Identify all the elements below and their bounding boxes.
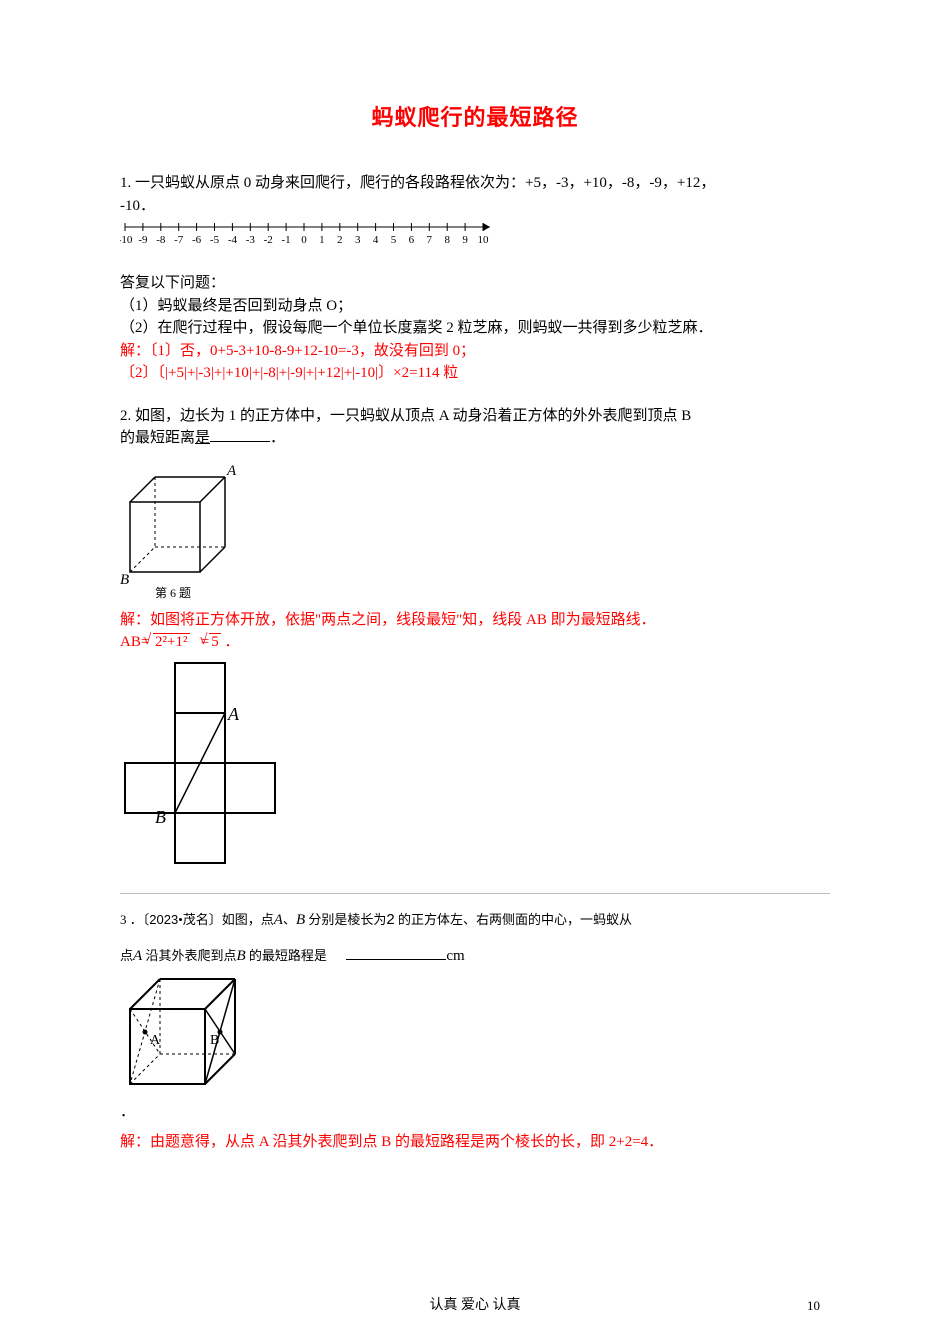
q2-sol-post: ． — [221, 634, 240, 650]
q2-cube-label-A: A — [226, 463, 237, 479]
q3-l1f: B — [296, 912, 305, 928]
q2-cube-svg: A B 第 6 题 — [120, 452, 250, 602]
q3-l2b: A — [133, 948, 142, 964]
svg-text:2: 2 — [337, 234, 343, 246]
svg-text:8: 8 — [444, 234, 450, 246]
q1-ans1: 解：〔1〕否，0+5-3+10-8-9+12-10=-3，故没有回到 0； — [120, 340, 830, 363]
q2-sol-line2: AB= 2²+1²√ =5√ ． — [120, 631, 830, 654]
svg-text:-9: -9 — [138, 234, 148, 246]
q2-unfold-label-A: A — [227, 704, 240, 724]
q1-number-line: -10-9-8-7-6-5-4-3-2-1012345678910 — [120, 219, 830, 252]
svg-text:1: 1 — [319, 234, 325, 246]
q3-line1: 3 ．〔2023•茂名〕如图，点A、B 分别是棱长为2 的正方体左、右两侧面的中… — [120, 909, 830, 932]
q1-ans2: 〔2〕〔|+5|+|-3|+|+10|+|-8|+|-9|+|+12|+|-10… — [120, 362, 830, 385]
q1-prompt: 答复以下问题： — [120, 272, 830, 295]
q3-cube-svg: A B — [120, 974, 260, 1094]
q3-unit: cm — [446, 948, 464, 964]
q1-stem-line2: -10． — [120, 195, 830, 218]
q2-cube-figure: A B 第 6 题 — [120, 452, 830, 607]
number-line-svg: -10-9-8-7-6-5-4-3-2-1012345678910 — [120, 219, 500, 247]
q3-l1c: •茂名〕如图，点 — [178, 912, 274, 927]
q2-unfold-svg: A B — [120, 658, 280, 868]
q3-l2a: 点 — [120, 948, 133, 963]
svg-text:-1: -1 — [282, 234, 291, 246]
q2-stem2-under: 是 — [195, 430, 210, 446]
q3-cube-label-A: A — [150, 1033, 161, 1048]
svg-text:5: 5 — [391, 234, 397, 246]
q2-cube-caption: 第 6 题 — [155, 586, 191, 600]
q1-stem-line1: 1. 一只蚂蚁从原点 0 动身来回爬行，爬行的各段路程依次为：+5，-3，+10… — [120, 172, 830, 195]
q2-sqrt-inner: 2²+1² — [153, 633, 189, 650]
q3-l1b: 2023 — [149, 912, 178, 927]
q2-cube-label-B: B — [120, 572, 129, 588]
q1-sub1: （1）蚂蚁最终是否回到动身点 O； — [120, 295, 830, 318]
q2-blank — [210, 441, 270, 442]
q3-blank — [346, 959, 446, 960]
q3-cube-label-B: B — [210, 1033, 219, 1048]
q3-l1a: 3 ．〔 — [120, 912, 149, 927]
svg-text:-10: -10 — [120, 234, 133, 246]
q3-l2e: 的最短路程是 — [246, 948, 327, 963]
q3-l1e: 、 — [283, 912, 296, 927]
svg-text:6: 6 — [409, 234, 415, 246]
svg-text:4: 4 — [373, 234, 379, 246]
svg-text:-5: -5 — [210, 234, 220, 246]
page-title: 蚂蚁爬行的最短路径 — [120, 100, 830, 132]
svg-text:3: 3 — [355, 234, 361, 246]
q3-l1g: 分别是棱长为 — [305, 912, 386, 927]
svg-text:-7: -7 — [174, 234, 184, 246]
svg-text:-3: -3 — [246, 234, 256, 246]
q2-unfold-figure: A B — [120, 658, 830, 873]
svg-text:-6: -6 — [192, 234, 202, 246]
svg-text:9: 9 — [462, 234, 468, 246]
q3-dot: ． — [120, 1101, 830, 1124]
svg-text:10: 10 — [478, 234, 490, 246]
q2-unfold-label-B: B — [155, 807, 166, 827]
q3-l1h: 2 — [386, 911, 394, 928]
svg-text:0: 0 — [301, 234, 307, 246]
q3-l1i: 的正方体左、右两侧面的中心，一蚂蚁从 — [395, 912, 632, 927]
q2-stem-line1: 2. 如图，边长为 1 的正方体中，一只蚂蚁从顶点 A 动身沿着正方体的外外表爬… — [120, 405, 830, 428]
svg-text:-2: -2 — [264, 234, 273, 246]
svg-text:-8: -8 — [156, 234, 166, 246]
q1-sub2: （2）在爬行过程中，假设每爬一个单位长度嘉奖 2 粒芝麻，则蚂蚁一共得到多少粒芝… — [120, 317, 830, 340]
q3-l1d: A — [274, 912, 283, 928]
q2-stem2-prefix: 的最短距离 — [120, 430, 195, 446]
svg-text:-4: -4 — [228, 234, 238, 246]
svg-text:7: 7 — [427, 234, 433, 246]
q3-ans: 解：由题意得，从点 A 沿其外表爬到点 B 的最短路程是两个棱长的长，即 2+2… — [120, 1131, 830, 1154]
q2-stem2-suffix: ． — [270, 430, 285, 446]
separator — [120, 893, 830, 894]
footer-page-number: 10 — [807, 1298, 820, 1314]
q2-stem-line2: 的最短距离是 ． — [120, 427, 830, 450]
q3-l2d: B — [236, 948, 245, 964]
q3-l2c: 沿其外表爬到点 — [142, 948, 236, 963]
q3-cube-figure: A B — [120, 974, 830, 1099]
q2-sol-line1: 解：如图将正方体开放，依据"两点之间，线段最短"知，线段 AB 即为最短路线． — [120, 609, 830, 632]
q3-line2: 点A 沿其外表爬到点B 的最短路程是 cm — [120, 945, 830, 968]
